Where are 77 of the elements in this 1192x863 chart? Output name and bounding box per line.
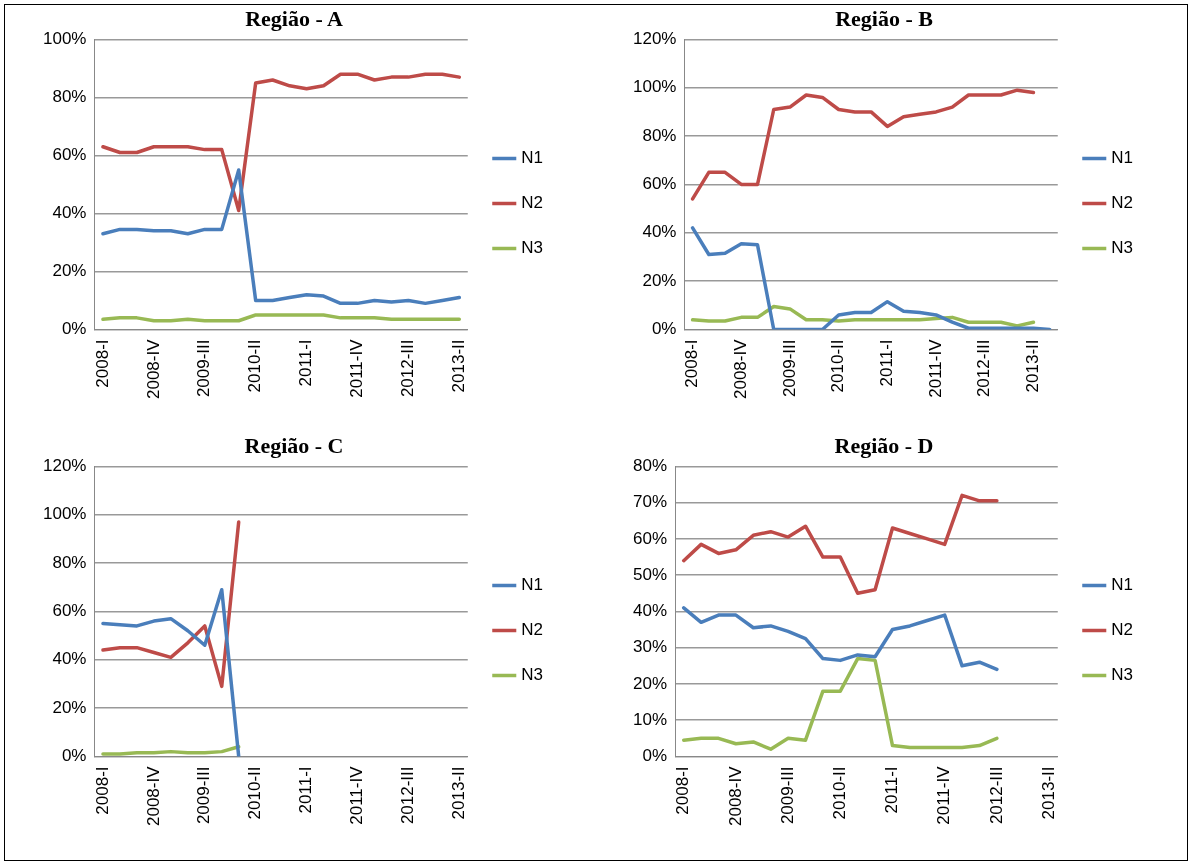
y-tick-label: 0% [61, 746, 87, 766]
y-tick-label: 20% [52, 697, 87, 717]
x-tick-label: 2011-I [296, 766, 316, 814]
legend-label: N2 [521, 620, 543, 640]
x-tick-label: 2012-III [986, 766, 1006, 825]
x-tick-label: 2013-II [1023, 339, 1043, 393]
y-tick-label: 40% [52, 649, 87, 669]
y-tick-label: 30% [632, 637, 668, 657]
x-tick-label: 2011-IV [347, 338, 367, 398]
y-tick-label: 40% [632, 601, 668, 621]
x-tick-label: 2011-I [882, 766, 902, 814]
x-tick-label: 2011-I [296, 339, 316, 387]
x-tick-label: 2008-I [682, 339, 702, 388]
legend-label: N3 [521, 665, 543, 685]
y-tick-label: 0% [61, 319, 87, 339]
chart-title: Região - A [245, 5, 343, 31]
y-tick-label: 120% [43, 456, 87, 476]
y-tick-label: 40% [52, 203, 87, 223]
x-tick-label: 2013-II [1038, 766, 1058, 820]
y-tick-label: 80% [642, 125, 677, 145]
x-tick-label: 2008-I [92, 766, 112, 815]
legend-label: N1 [521, 575, 543, 595]
x-tick-label: 2013-II [448, 339, 468, 393]
x-tick-label: 2012-III [398, 339, 418, 398]
y-tick-label: 120% [633, 29, 677, 49]
legend-label: N3 [1111, 238, 1133, 258]
x-tick-label: 2010-II [829, 766, 849, 820]
y-tick-label: 100% [633, 77, 677, 97]
x-tick-label: 2013-II [448, 766, 468, 820]
y-tick-label: 70% [632, 492, 668, 512]
y-tick-label: 20% [52, 261, 87, 281]
chart-title: Região - D [834, 432, 934, 458]
y-tick-label: 80% [52, 552, 87, 572]
x-tick-label: 2011-IV [347, 765, 367, 825]
x-tick-label: 2011-I [877, 339, 897, 387]
x-tick-label: 2011-IV [934, 765, 954, 825]
legend-label: N1 [1111, 575, 1133, 595]
x-tick-label: 2009-III [194, 766, 214, 825]
y-tick-label: 60% [52, 601, 87, 621]
legend-label: N2 [1111, 193, 1133, 213]
y-tick-label: 80% [632, 456, 668, 476]
x-tick-label: 2009-III [777, 766, 797, 825]
y-tick-label: 0% [642, 746, 668, 766]
y-tick-label: 100% [43, 504, 87, 524]
y-tick-label: 20% [632, 673, 668, 693]
x-tick-label: 2010-II [245, 339, 265, 393]
legend-label: N3 [521, 238, 543, 258]
y-tick-label: 20% [642, 270, 677, 290]
y-tick-label: 60% [52, 145, 87, 165]
y-tick-label: 60% [632, 528, 668, 548]
y-tick-label: 50% [632, 564, 668, 584]
legend-label: N1 [1111, 148, 1133, 168]
x-tick-label: 2008-IV [143, 765, 163, 827]
x-tick-label: 2008-IV [725, 765, 745, 827]
x-tick-label: 2009-III [779, 339, 799, 398]
chart-title: Região - C [244, 432, 344, 458]
x-tick-label: 2011-IV [925, 338, 945, 398]
x-tick-label: 2008-IV [143, 338, 163, 400]
x-tick-label: 2009-III [194, 339, 214, 398]
legend-label: N1 [521, 148, 543, 168]
x-tick-label: 2010-II [245, 766, 265, 820]
x-tick-label: 2008-I [673, 766, 693, 815]
y-tick-label: 0% [651, 319, 677, 339]
x-tick-label: 2008-IV [730, 338, 750, 400]
x-tick-label: 2008-I [92, 339, 112, 388]
y-tick-label: 40% [642, 222, 677, 242]
legend-label: N2 [1111, 620, 1133, 640]
legend-label: N2 [521, 193, 543, 213]
y-tick-label: 100% [43, 29, 87, 49]
chart-title: Região - B [835, 5, 934, 31]
y-tick-label: 10% [632, 709, 668, 729]
y-tick-label: 60% [642, 174, 677, 194]
x-tick-label: 2010-II [828, 339, 848, 393]
legend-label: N3 [1111, 665, 1133, 685]
x-tick-label: 2012-III [974, 339, 994, 398]
x-tick-label: 2012-III [398, 766, 418, 825]
y-tick-label: 80% [52, 87, 87, 107]
